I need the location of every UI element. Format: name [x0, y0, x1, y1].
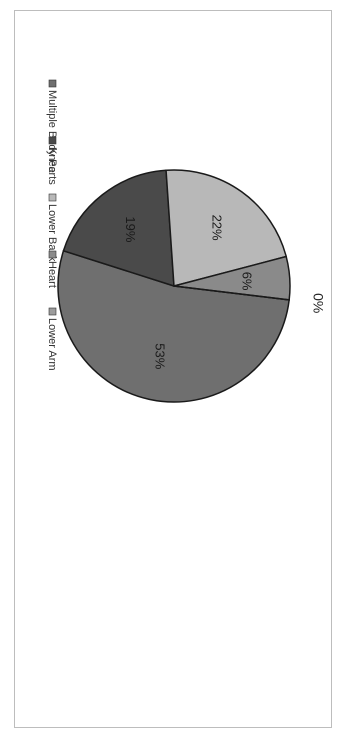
legend-swatch-knee: [48, 136, 57, 145]
legend-label-knee: Knee: [46, 147, 58, 173]
pie-slice-knee: [62, 169, 175, 288]
pie-slice-lower-back: [165, 169, 288, 287]
legend-label-lower-arm: Lower Arm: [46, 318, 58, 371]
pie-data-labels: 53% 19% 22% 6% 0%: [123, 215, 326, 370]
data-label-heart: 6%: [239, 272, 254, 291]
data-label-lower-arm: 0%: [310, 293, 326, 313]
pie-slices: [57, 169, 291, 403]
legend-swatch-multiple-body-parts: [48, 79, 57, 88]
rotated-chart-group: 53%19%22%6%0% Multiple Body PartsKneeLow…: [46, 79, 326, 403]
data-label-multiple-body-parts: 53%: [152, 343, 167, 369]
legend-label-lower-back: Lower Back: [46, 204, 58, 262]
legend-swatch-lower-arm: [48, 307, 57, 316]
legend-swatch-lower-back: [48, 193, 57, 202]
legend-label-heart: Heart: [46, 261, 58, 288]
data-label-lower-back: 22%: [209, 215, 224, 241]
pie-slice-lower-arm: [173, 285, 290, 301]
pie-slice-multiple-body-parts: [57, 249, 291, 403]
data-label-knee: 19%: [123, 216, 138, 242]
legend-swatch-heart: [48, 250, 57, 259]
